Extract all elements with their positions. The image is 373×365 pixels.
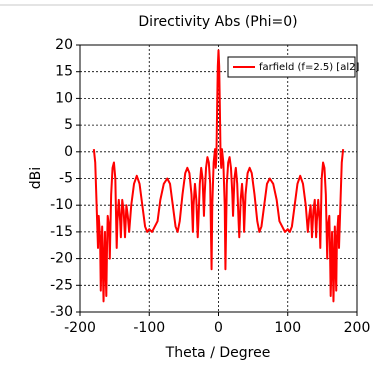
y-tick-label: -30	[50, 304, 73, 320]
data-line	[92, 49, 345, 303]
y-tick-label: -5	[59, 171, 73, 187]
y-tick-label: -15	[50, 224, 73, 240]
y-axis-label: dBi	[28, 167, 44, 189]
x-axis-label: Theta / Degree	[165, 345, 271, 361]
y-tick-label: 15	[55, 64, 73, 80]
legend-box	[227, 56, 356, 78]
plot-frame	[79, 44, 358, 313]
x-tick-label: 100	[274, 320, 301, 336]
x-tick-label: 200	[344, 320, 371, 336]
y-tick-label: 10	[55, 90, 73, 106]
y-tick-label: 20	[55, 37, 73, 53]
legend-label: farfield (f=2.5) [al2]	[259, 62, 359, 73]
chart-title: Directivity Abs (Phi=0)	[138, 14, 297, 30]
x-tick-label: -200	[64, 320, 96, 336]
y-tick-label: 0	[64, 144, 73, 160]
y-tick-label: 5	[64, 117, 73, 133]
y-tick-label: -10	[50, 197, 73, 213]
y-tick-label: -20	[50, 251, 73, 267]
x-tick-label: 0	[214, 320, 223, 336]
x-tick-label: -100	[133, 320, 165, 336]
y-tick-label: -25	[50, 277, 73, 293]
